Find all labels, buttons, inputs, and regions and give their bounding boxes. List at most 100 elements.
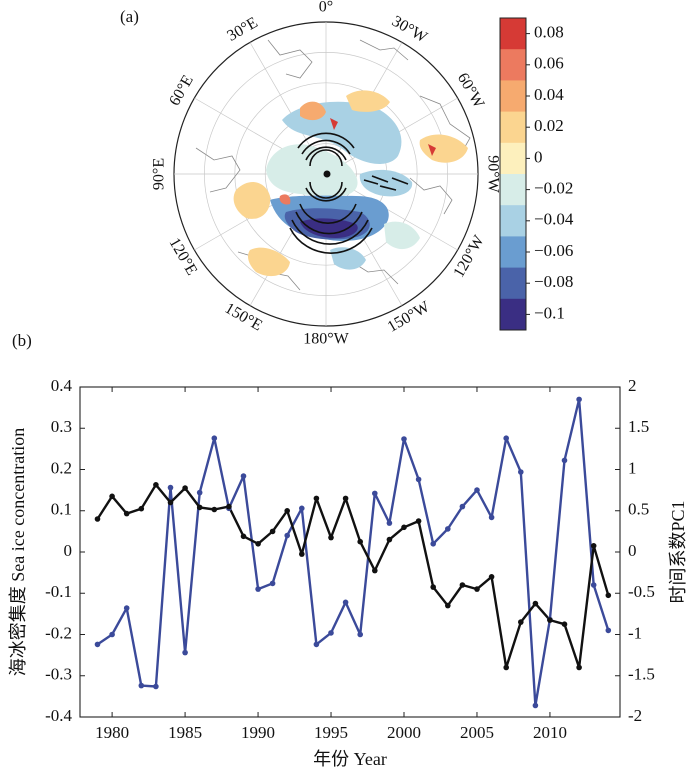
longitude-label: 90°E xyxy=(151,158,168,190)
colorbar-tick-label: −0.02 xyxy=(534,179,573,198)
left-tick-label: -0.3 xyxy=(45,665,72,684)
colorbar-segment xyxy=(500,111,526,144)
pc1-point xyxy=(474,487,480,493)
x-tick-label: 1990 xyxy=(241,723,275,742)
sea-ice-point xyxy=(94,516,101,522)
right-axis-title: 时间系数PC1 xyxy=(668,500,688,603)
sea-ice-point xyxy=(211,506,218,513)
sea-ice-point xyxy=(313,495,320,502)
left-tick-label: -0.2 xyxy=(45,623,72,642)
sea-ice-point xyxy=(196,504,203,511)
pc1-point xyxy=(605,627,612,634)
pc1-point xyxy=(488,514,495,521)
pc1-point xyxy=(590,582,597,588)
sea-ice-point xyxy=(138,505,145,512)
right-tick-label: 2 xyxy=(628,376,637,395)
pc1-point xyxy=(328,630,334,636)
sea-ice-point xyxy=(430,584,437,590)
colorbar-tick-label: 0.04 xyxy=(534,85,564,104)
pc1-point xyxy=(211,435,218,442)
left-tick-label: 0 xyxy=(64,541,73,560)
pc1-point xyxy=(357,631,364,638)
colorbar-segment xyxy=(500,142,526,175)
sea-ice-point xyxy=(547,617,553,623)
plot-frame xyxy=(79,386,621,718)
colorbar-tick-label: 0.08 xyxy=(534,23,564,42)
pc1-point xyxy=(372,490,378,497)
colorbar-tick-label: 0.06 xyxy=(534,54,564,73)
longitude-label: 0° xyxy=(319,0,333,16)
pc1-point xyxy=(313,641,320,648)
sea-ice-point xyxy=(503,664,510,671)
colorbar-segment xyxy=(500,80,526,113)
x-tick-label: 2000 xyxy=(387,723,421,742)
sea-ice-point xyxy=(415,518,422,524)
map-content xyxy=(174,22,478,326)
x-tick-label: 1985 xyxy=(168,723,202,742)
panel-a-map: (a) xyxy=(120,0,574,348)
right-tick-label: -2 xyxy=(628,706,642,725)
sea-ice-point xyxy=(284,508,291,514)
panel-b-label: (b) xyxy=(12,331,32,350)
pc1-point xyxy=(167,484,174,491)
longitude-label: 180°W xyxy=(303,331,349,348)
left-tick-label: 0.3 xyxy=(51,417,72,436)
left-axis-ticks: 0.4 0.3 0.2 0.1 0 -0.1 -0.2 -0.3 -0.4 xyxy=(45,376,85,725)
right-tick-label: 0.5 xyxy=(628,500,649,519)
sea-ice-point xyxy=(167,499,174,506)
x-tick-label: 2010 xyxy=(533,723,567,742)
right-tick-label: 1.5 xyxy=(628,417,649,436)
colorbar-segment xyxy=(500,236,526,269)
left-tick-label: 0.2 xyxy=(51,458,72,477)
pc1-point xyxy=(269,580,276,587)
right-tick-label: 1 xyxy=(628,458,637,477)
left-tick-label: 0.4 xyxy=(51,376,73,395)
sea-ice-point xyxy=(488,574,495,580)
sea-ice-point xyxy=(226,503,232,510)
pc1-point xyxy=(503,435,510,442)
right-tick-label: -0.5 xyxy=(628,582,655,601)
sea-ice-point xyxy=(182,485,188,491)
pc1-point xyxy=(532,702,539,709)
colorbar-tick-label: −0.1 xyxy=(534,303,565,322)
right-tick-label: 0 xyxy=(628,541,637,560)
sea-ice-point xyxy=(123,510,130,517)
left-tick-label: 0.1 xyxy=(51,500,72,519)
colorbar-segment xyxy=(500,205,526,237)
x-axis-ticks: 1980 1985 1990 1995 2000 2005 2010 xyxy=(95,387,567,742)
sea-ice-point xyxy=(328,534,334,541)
pc1-point xyxy=(430,541,437,547)
pc1-point xyxy=(299,505,305,512)
significance-hatching xyxy=(289,132,409,254)
pc1-point xyxy=(196,489,203,496)
pc1-point xyxy=(401,436,407,442)
pc1-point xyxy=(138,682,145,689)
pc1-point xyxy=(284,532,291,539)
x-axis-title: 年份 Year xyxy=(313,749,387,769)
north-pole-dot xyxy=(323,170,331,178)
pc1-point xyxy=(561,457,568,464)
colorbar-segment xyxy=(500,49,526,81)
sea-ice-point xyxy=(357,538,364,545)
sea-ice-point xyxy=(605,592,612,599)
pc1-point xyxy=(94,641,101,648)
sea-ice-point xyxy=(590,543,597,549)
sea-ice-point xyxy=(532,600,539,607)
sea-ice-point xyxy=(372,567,378,574)
right-tick-label: -1 xyxy=(628,623,642,642)
sea-ice-point xyxy=(445,602,451,609)
pc1-point xyxy=(386,520,393,526)
pc1-point xyxy=(109,631,115,638)
colorbar: 0.08 0.06 0.04 0.02 0 −0.02 −0.04 −0.06 −0.08 −0.… xyxy=(499,17,574,331)
sea-ice-point xyxy=(299,551,305,557)
colorbar-tick-label: −0.04 xyxy=(534,210,574,229)
colorbar-frame xyxy=(499,17,527,331)
pc1-point xyxy=(459,503,466,510)
sea-ice-point xyxy=(576,664,582,671)
sea-ice-point xyxy=(255,541,261,547)
left-tick-label: -0.4 xyxy=(45,706,72,725)
sea-ice-point xyxy=(561,621,568,627)
series-points xyxy=(94,396,612,709)
pc1-point xyxy=(182,649,188,656)
